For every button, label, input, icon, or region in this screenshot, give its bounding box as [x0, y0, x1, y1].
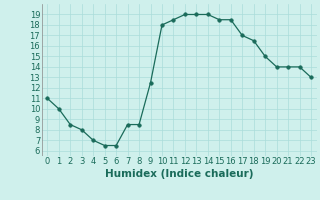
X-axis label: Humidex (Indice chaleur): Humidex (Indice chaleur)	[105, 169, 253, 179]
